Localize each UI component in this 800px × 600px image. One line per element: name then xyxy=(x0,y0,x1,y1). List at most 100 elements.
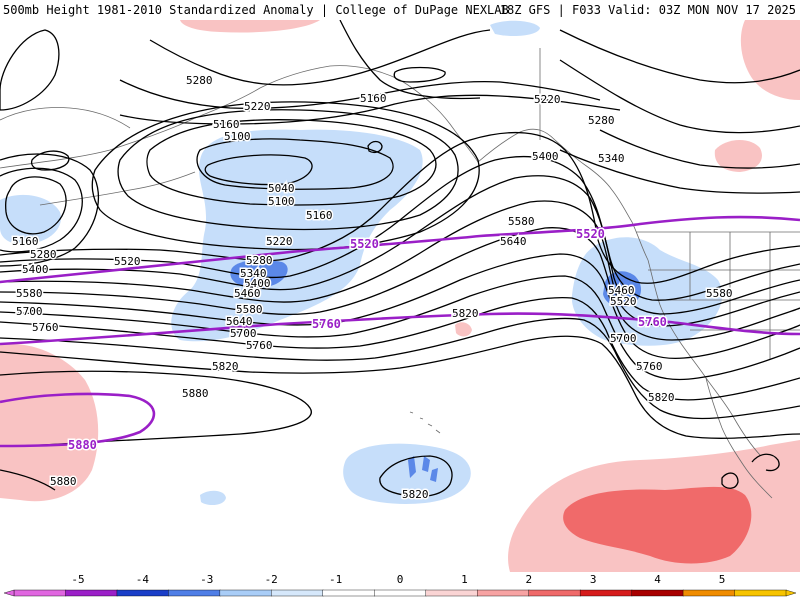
colorbar-tick-label: -3 xyxy=(200,573,213,586)
contour-5640 xyxy=(0,275,800,381)
contour-label: 5100 xyxy=(224,130,251,143)
contour-label: 5820 xyxy=(212,360,239,373)
contour-label: 5880 xyxy=(182,387,209,400)
colorbar-swatch xyxy=(682,589,736,597)
contour-label: 5700 xyxy=(610,332,637,345)
pos-anomaly-bc xyxy=(714,139,762,172)
contour-small-loop xyxy=(367,140,383,153)
contour-label: 5160 xyxy=(360,92,387,105)
contour-5280-nw-closed xyxy=(0,29,60,111)
contour-5100-low xyxy=(196,138,394,190)
contour-5760 xyxy=(0,317,800,420)
contour-5400 xyxy=(0,175,800,315)
contour-5700 xyxy=(0,296,800,401)
coast-bc xyxy=(584,164,649,261)
contour-label: 5160 xyxy=(306,209,333,222)
colorbar-tick-label: 3 xyxy=(590,573,597,586)
pos-anomaly-small xyxy=(455,322,472,337)
coast-us-west xyxy=(647,259,761,456)
contour-label: 5700 xyxy=(230,327,257,340)
contour-5880-south xyxy=(0,469,56,491)
contour-label: 5280 xyxy=(246,254,273,267)
contour-label: 5280 xyxy=(30,248,57,261)
colorbar-tick-label: -2 xyxy=(265,573,278,586)
contour-label: 5220 xyxy=(244,100,271,113)
contour-label: 5460 xyxy=(608,284,635,297)
contour-5580 xyxy=(0,253,800,360)
colorbar-swatch xyxy=(219,589,273,597)
neg-anomaly-northwest xyxy=(0,194,61,245)
highlight-contour-label: 5520 xyxy=(576,227,605,241)
contour-5040-low xyxy=(204,154,313,186)
colorbar-tick-label: -4 xyxy=(136,573,150,586)
contour-label: 5580 xyxy=(236,303,263,316)
contour-label: 5580 xyxy=(16,287,43,300)
contour-5820 xyxy=(0,335,800,439)
colorbar-tick-label: -1 xyxy=(329,573,342,586)
contour-se-coast xyxy=(751,453,780,472)
contour-label: 5460 xyxy=(234,287,261,300)
contour-label: 5100 xyxy=(268,195,295,208)
colorbar-swatch xyxy=(579,589,633,597)
colorbar-swatch xyxy=(374,589,427,597)
contour-label: 5580 xyxy=(706,287,733,300)
contour-label: 5400 xyxy=(244,277,271,290)
contour-label: 5820 xyxy=(452,307,479,320)
contour-5340-ne xyxy=(599,129,800,169)
contour-label: 5520 xyxy=(114,255,141,268)
contour-5220-ne xyxy=(559,29,800,84)
contour-se-loop xyxy=(721,472,739,489)
contour-5280-nw-outer xyxy=(0,153,100,267)
highlight-contour-label: 5760 xyxy=(312,317,341,331)
run-info: 18Z GFS | F033 Valid: 03Z MON NOV 17 202… xyxy=(499,3,796,17)
contour-5520 xyxy=(0,227,800,341)
contour-label: 5700 xyxy=(16,305,43,318)
contour-5220-outer xyxy=(91,101,480,251)
contour-5160-outer xyxy=(117,109,459,231)
contour-5160-nw-small xyxy=(30,150,70,171)
contour-north-small xyxy=(393,66,446,83)
coast-russia xyxy=(0,107,131,129)
contour-label: 5760 xyxy=(636,360,663,373)
colorbar-swatch xyxy=(271,589,324,597)
contour-label: 5520 xyxy=(610,295,637,308)
contour-label: 5400 xyxy=(532,150,559,163)
contour-label: 5760 xyxy=(32,321,59,334)
colorbar-swatch xyxy=(528,589,581,597)
highlight-contour-label: 5760 xyxy=(638,315,667,329)
contour-label: 5220 xyxy=(266,235,293,248)
coast-alaska xyxy=(0,65,479,169)
contour-label: 5160 xyxy=(213,118,240,131)
purple-contour-5520 xyxy=(0,215,800,284)
contour-5160-north-main xyxy=(339,19,481,100)
neg-anomaly-core-aleutian xyxy=(230,260,288,289)
colorbar-swatch xyxy=(168,589,221,597)
colorbar-swatch xyxy=(477,589,530,597)
neg-anomaly-core-hawaii xyxy=(408,456,438,482)
pos-anomaly-northeast xyxy=(740,19,800,100)
purple-contour-5880 xyxy=(0,392,156,448)
contour-label: 5640 xyxy=(500,235,527,248)
contour-label: 5220 xyxy=(534,93,561,106)
pos-anomaly-top xyxy=(180,20,320,33)
anomaly-colorbar: -5 -4 -3 -2 -1 0 1 2 3 4 5 xyxy=(3,573,797,597)
contour-label: 5400 xyxy=(22,263,49,276)
colorbar-arrow-left xyxy=(3,589,15,597)
contour-5100-outer xyxy=(146,119,437,206)
colorbar-swatch xyxy=(425,589,478,597)
contour-label: 5640 xyxy=(226,315,253,328)
colorbar-tick-label: 1 xyxy=(461,573,468,586)
contour-label: 5820 xyxy=(648,391,675,404)
map-canvas: 5280 5220 5160 5100 5040 5100 5160 5220 … xyxy=(0,19,800,572)
colorbar-swatch xyxy=(734,589,787,597)
coast-mexico xyxy=(705,377,773,499)
contour-5280-ne xyxy=(559,59,800,134)
pos-anomaly-southwest xyxy=(0,344,99,502)
neg-anomaly-small xyxy=(200,490,226,506)
contour-5340 xyxy=(0,155,800,301)
contour-5220-north xyxy=(119,79,601,110)
contour-label: 5040 xyxy=(268,182,295,195)
contour-5280-north xyxy=(149,29,491,86)
colorbar-tick-label: -5 xyxy=(71,573,84,586)
